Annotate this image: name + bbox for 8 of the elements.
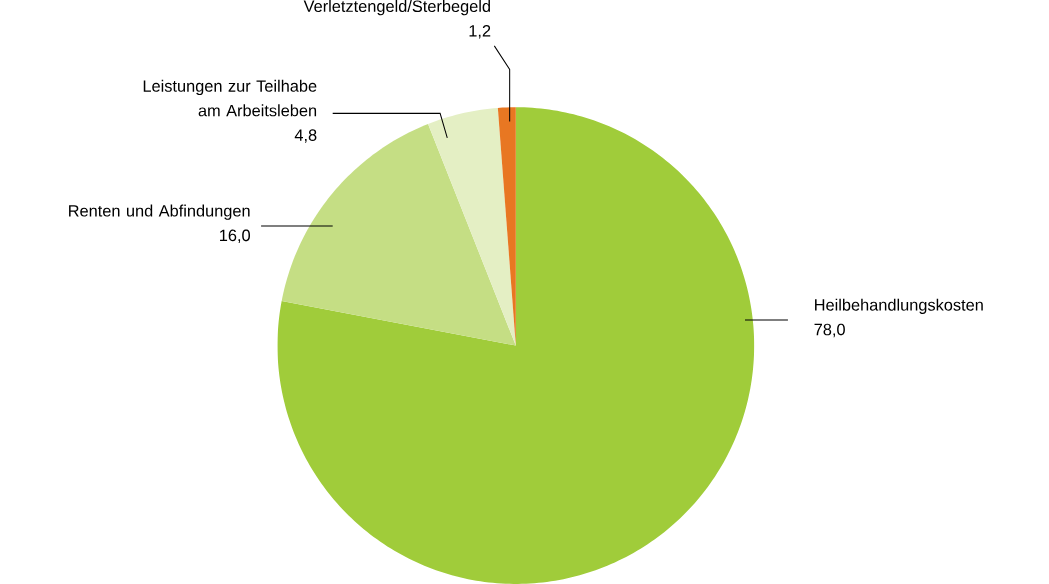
data-label: 4,8 (294, 129, 317, 143)
slice-label: Verletztengeld/Sterbegeld (303, 0, 490, 16)
data-label: 1,2 (469, 25, 491, 39)
slice-label: Leistungen zur Teilhabe am Arbeitsleben (143, 79, 317, 117)
slice-label: Renten und Abfindungen (69, 204, 250, 220)
data-label: 16,0 (220, 229, 250, 244)
data-label: 78,0 (814, 323, 845, 338)
slice-label: Heilbehandlungskosten (815, 298, 983, 315)
